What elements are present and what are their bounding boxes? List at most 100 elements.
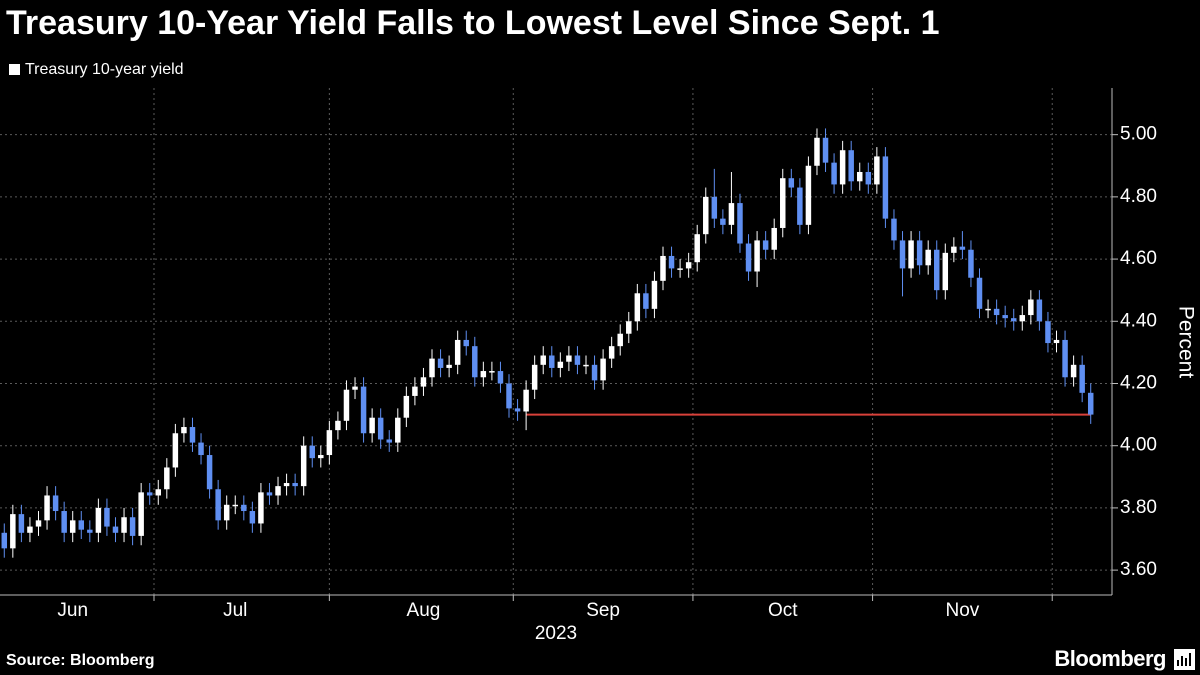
candle-body <box>951 246 957 253</box>
candle-body <box>480 371 487 378</box>
y-tick-label: 3.80 <box>1120 497 1157 518</box>
candle-body <box>745 243 752 272</box>
candle-body <box>617 333 623 347</box>
candle-body <box>121 517 127 533</box>
candle-body <box>1028 299 1034 316</box>
candle-body <box>993 308 1000 316</box>
candle-body <box>891 218 897 241</box>
candle-body <box>223 504 230 521</box>
candle-body <box>164 467 170 490</box>
brand-logo: Bloomberg <box>1054 646 1166 671</box>
candle-body <box>35 520 42 527</box>
candle-body <box>1019 315 1026 322</box>
candle-body <box>386 439 392 443</box>
candle-body <box>343 389 350 421</box>
candle-body <box>711 196 718 219</box>
candle-body <box>155 489 161 496</box>
legend-swatch <box>9 64 20 75</box>
candle-body <box>694 234 700 263</box>
candle-body <box>865 171 872 185</box>
candle-body <box>206 455 213 490</box>
candle-body <box>728 203 735 225</box>
candle-body <box>839 150 846 185</box>
candle-body <box>181 427 187 434</box>
x-tick-label: Jun <box>57 600 88 621</box>
candle-body <box>283 483 290 487</box>
x-tick-label: Nov <box>946 600 980 621</box>
candle-body <box>437 358 444 368</box>
candle-body <box>52 495 59 512</box>
candle-body <box>677 268 683 270</box>
candle-body <box>685 262 692 269</box>
candle-body <box>934 249 940 291</box>
candle-body <box>369 417 375 434</box>
candle-body <box>985 308 991 311</box>
candle-body <box>44 495 50 521</box>
candle-body <box>874 156 880 185</box>
candle-body <box>300 445 307 487</box>
candle-body <box>309 445 315 459</box>
candle-body <box>1036 299 1043 322</box>
x-axis-label: 2023 <box>535 623 577 644</box>
candle-body <box>1010 318 1017 322</box>
candle-body <box>318 455 324 459</box>
candle-body <box>660 255 666 281</box>
candle-body <box>608 346 615 359</box>
candle-body <box>857 171 863 182</box>
candle-body <box>232 504 238 507</box>
chart-title: Treasury 10-Year Yield Falls to Lowest L… <box>6 4 940 42</box>
candle-body <box>335 420 341 431</box>
candle-body <box>241 504 247 512</box>
candle-body <box>138 492 144 536</box>
candle-body <box>87 529 93 533</box>
candle-body <box>275 486 281 496</box>
candle-body <box>634 293 641 322</box>
candle-body <box>10 514 16 549</box>
candle-body <box>198 442 204 456</box>
candle-body <box>720 218 726 225</box>
candle-body <box>352 386 358 390</box>
x-tick-label: Aug <box>407 600 441 621</box>
candle-body <box>976 277 983 309</box>
candle-body <box>1053 339 1060 344</box>
candle-body <box>1079 364 1085 393</box>
candle-body <box>540 355 546 365</box>
candle-body <box>95 507 102 533</box>
candle-body <box>112 526 119 533</box>
candle-body <box>454 339 461 365</box>
candle-body <box>771 227 777 250</box>
candle-body <box>472 346 478 378</box>
candle-body <box>429 358 435 378</box>
candle-body <box>703 196 709 235</box>
candle-body <box>326 430 333 456</box>
source-note: Source: Bloomberg <box>6 652 154 669</box>
brand-icon <box>1174 649 1195 670</box>
y-axis-label: Percent <box>1174 306 1197 379</box>
candle-body <box>249 511 256 524</box>
y-tick-label: 3.60 <box>1120 559 1157 580</box>
candle-body <box>780 178 786 228</box>
candle-body <box>146 492 153 496</box>
candle-body <box>968 249 974 278</box>
candle-body <box>61 511 67 533</box>
legend-label: Treasury 10-year yield <box>25 61 184 78</box>
candle-body <box>626 321 632 334</box>
candle-body <box>583 364 589 367</box>
candle-body <box>942 252 949 291</box>
x-tick-label: Jul <box>223 600 247 621</box>
candle-body <box>668 255 675 269</box>
candle-body <box>908 240 914 269</box>
candle-body <box>814 137 820 166</box>
candle-body <box>1002 315 1008 319</box>
x-tick-label: Sep <box>586 600 620 621</box>
candle-body <box>762 240 769 250</box>
candle-body <box>1070 364 1077 378</box>
candle-body <box>463 339 469 347</box>
candle-body <box>497 371 504 384</box>
candle-body <box>27 526 33 533</box>
candle-body <box>69 520 76 533</box>
candle-body <box>959 246 966 250</box>
candle-body <box>420 377 427 387</box>
candle-body <box>882 156 889 219</box>
y-tick-label: 4.40 <box>1120 310 1157 331</box>
